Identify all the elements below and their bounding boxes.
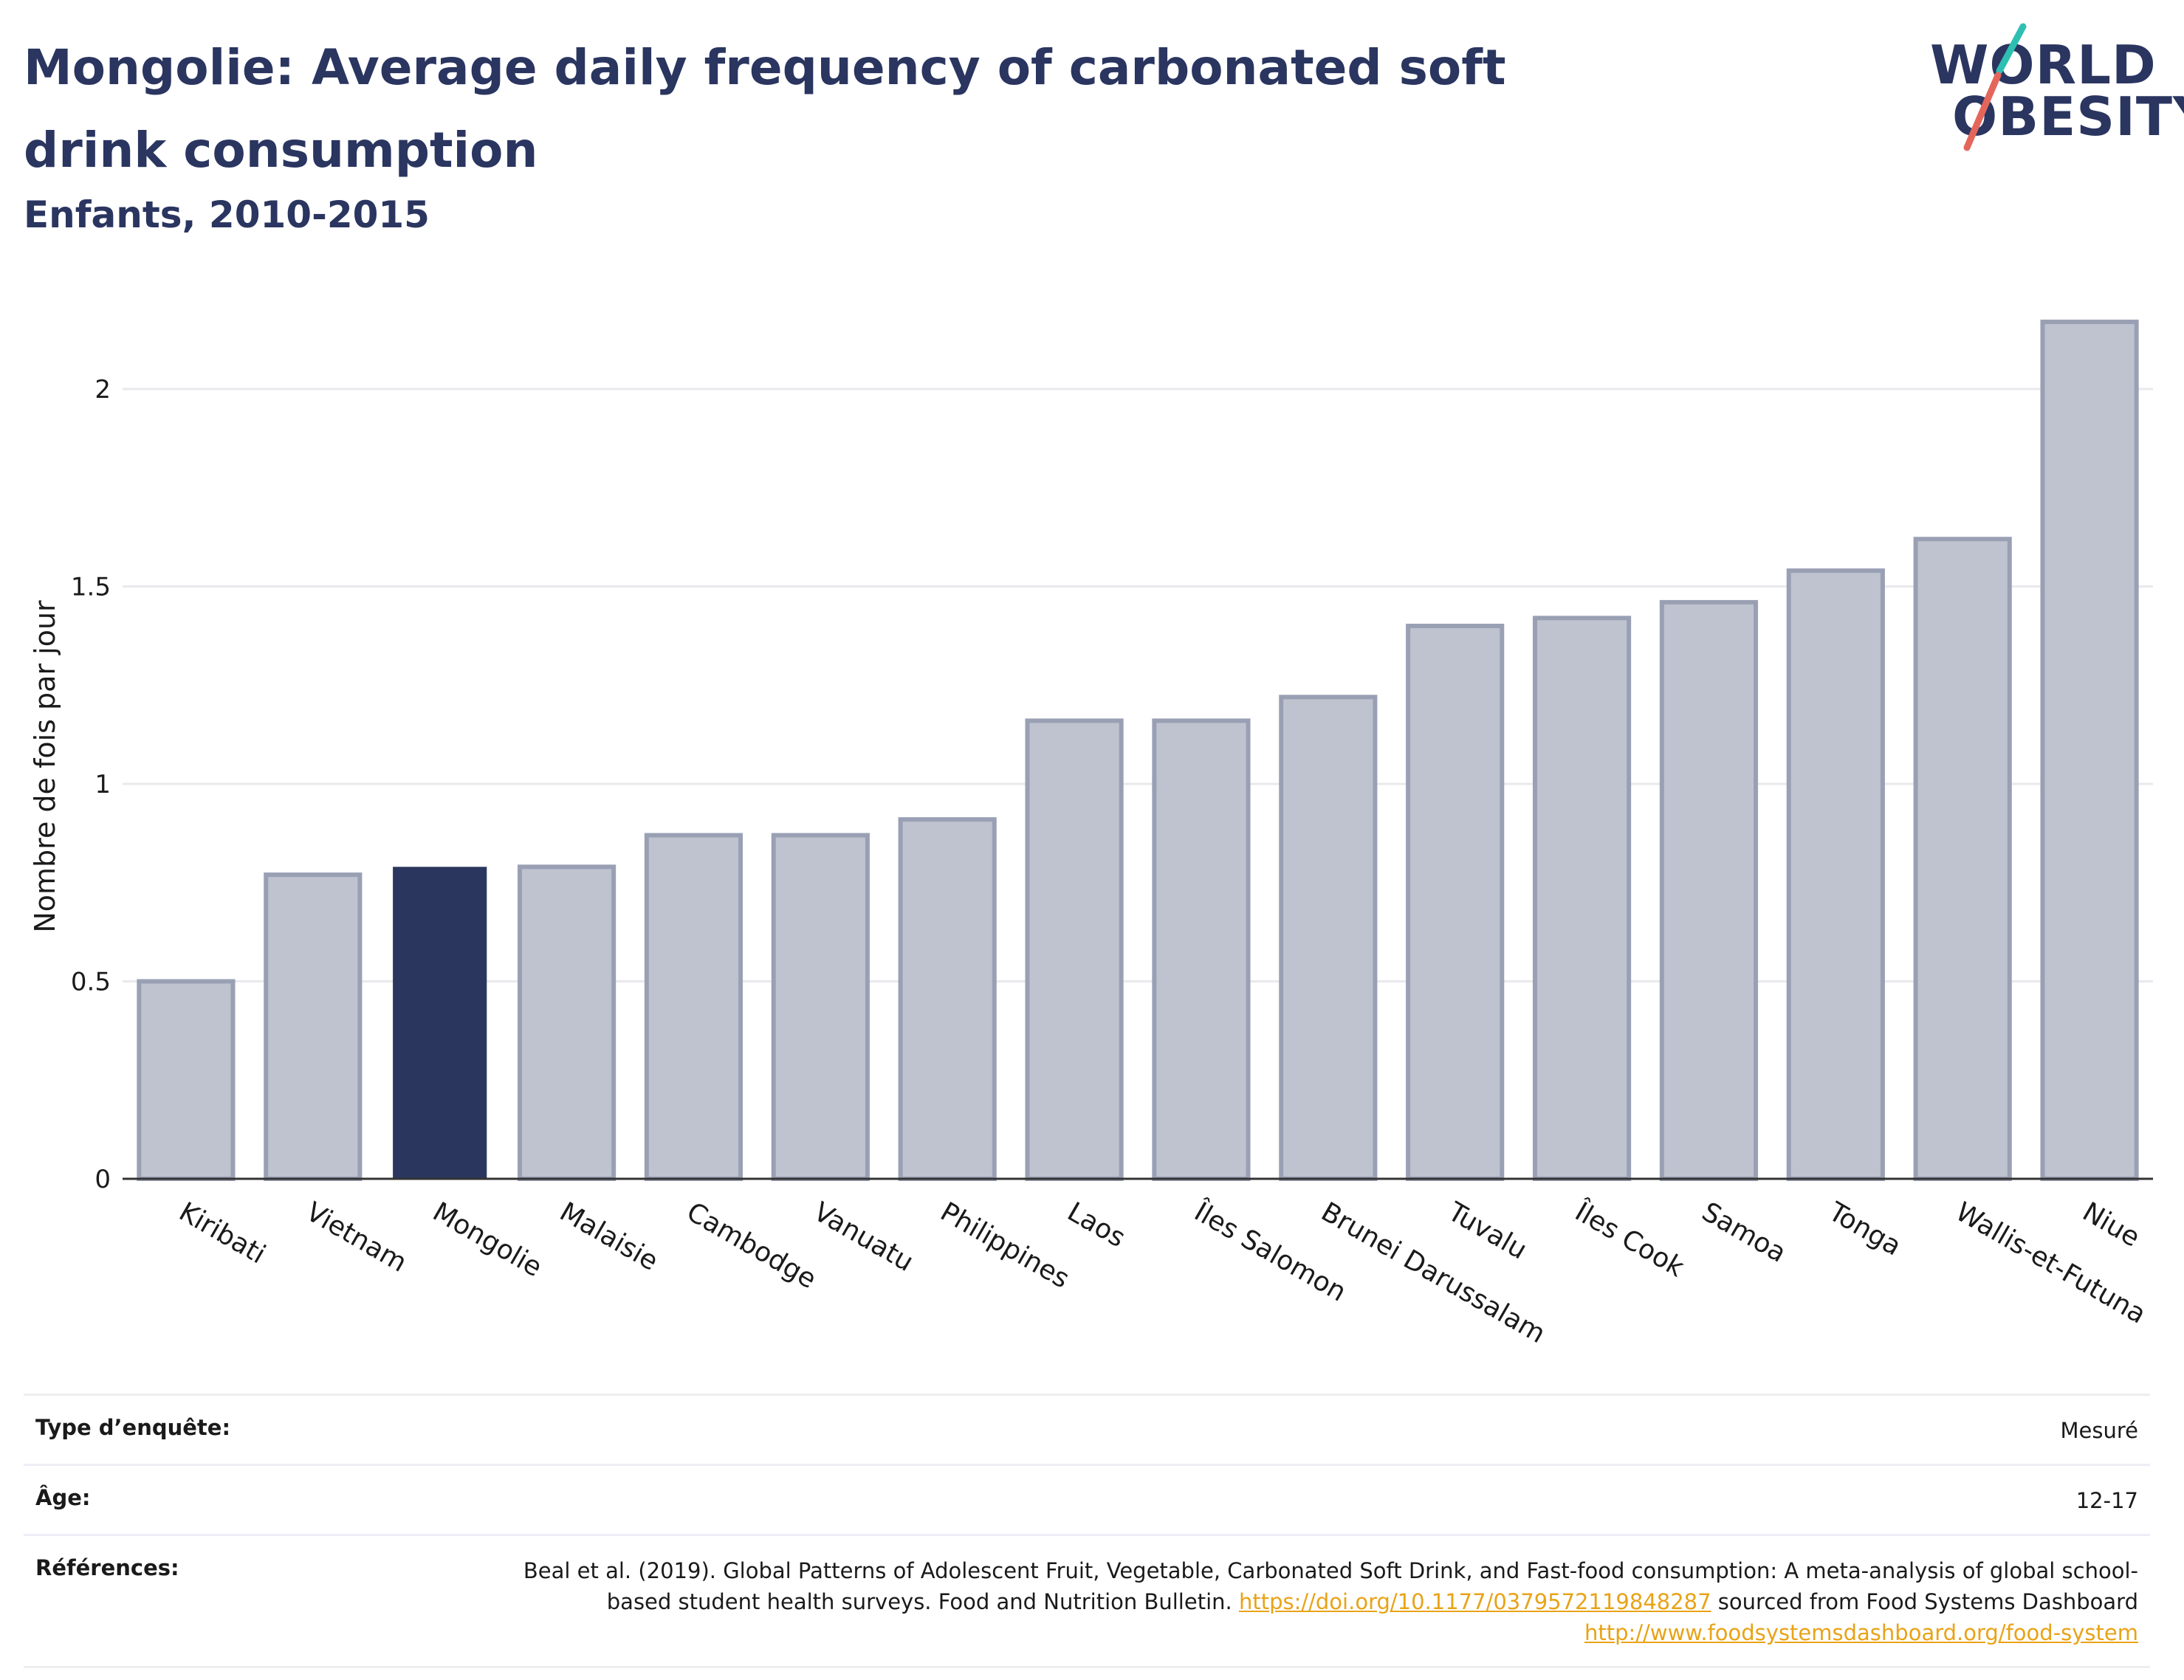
x-tick-label: Vanuatu [808, 1197, 918, 1278]
info-row-survey-type: Type d’enquête: Mesuré [24, 1396, 2150, 1466]
bar-samoa [1659, 599, 1759, 1181]
bar-vanuatu [771, 833, 870, 1182]
reference-source-text: sourced from Food Systems Dashboard [1711, 1589, 2138, 1614]
x-tick-label: Tonga [1823, 1197, 1906, 1262]
info-key-age: Âge: [35, 1485, 91, 1510]
info-value-survey-type: Mesuré [2060, 1418, 2138, 1443]
bar-chart: 0 0.5 1 1.5 2 Kiribati Vietnam Mongolie Malaisi… [29, 320, 2153, 1349]
bar-cambodge [644, 833, 744, 1182]
y-axis-ticks: 0 0.5 1 1.5 2 [71, 375, 111, 1194]
food-systems-dashboard-link[interactable]: http://www.foodsystemsdashboard.org/food… [1584, 1620, 2138, 1645]
bar-laos [1025, 718, 1124, 1181]
chart-title: Mongolie: Average daily frequency of car… [24, 39, 1506, 179]
bar-kiribati [137, 979, 236, 1181]
doi-link[interactable]: https://doi.org/10.1177/0379572119848287 [1238, 1589, 1711, 1614]
reference-text: Beal et al. (2019). Global Patterns of A… [523, 1558, 2138, 1614]
info-row-references: Références: Beal et al. (2019). Global P… [24, 1536, 2150, 1668]
bar-tonga [1786, 568, 1885, 1181]
bar-vietnam [264, 872, 363, 1182]
bar-mongolie [393, 867, 487, 1179]
y-tick-label: 0 [95, 1165, 111, 1194]
info-row-age: Âge: 12-17 [24, 1466, 2150, 1536]
info-value-references: Beal et al. (2019). Global Patterns of A… [514, 1555, 2138, 1648]
bar-wallis-et-futuna [1913, 537, 2012, 1181]
bar-niue [2040, 320, 2139, 1181]
bars [137, 320, 2139, 1182]
x-tick-label: Kiribati [174, 1197, 270, 1270]
x-tick-label: Philippines [935, 1197, 1074, 1294]
bar-philippines [898, 817, 997, 1182]
x-tick-label: Tuvalu [1442, 1197, 1531, 1266]
info-value-age: 12-17 [2075, 1488, 2138, 1513]
y-tick-label: 2 [95, 375, 111, 404]
y-tick-label: 0.5 [71, 968, 111, 997]
bar-brunei-darussalam [1279, 695, 1378, 1181]
bar--les-salomon [1152, 718, 1251, 1181]
x-tick-label: Laos [1062, 1197, 1130, 1253]
y-tick-label: 1 [95, 770, 111, 799]
logo-slash-icon [1963, 23, 2027, 151]
info-key-survey-type: Type d’enquête: [35, 1415, 231, 1440]
bar--les-cook [1532, 616, 1632, 1181]
logo-word-world: WORLD [1930, 34, 2157, 96]
y-tick-label: 1.5 [71, 573, 111, 602]
bar-malaisie [517, 864, 617, 1181]
x-tick-label: Îles Cook [1569, 1196, 1689, 1283]
x-tick-label: Mongolie [427, 1197, 547, 1283]
x-tick-label: Brunei Darussalam [1316, 1197, 1550, 1349]
y-axis-title: Nombre de fois par jour [29, 600, 61, 933]
x-axis-labels: Kiribati Vietnam Mongolie Malaisie CambodgeV… [174, 1196, 2151, 1349]
world-obesity-logo: WORLD OBESITY [1920, 22, 2184, 155]
info-key-references: Références: [35, 1555, 179, 1580]
x-tick-label: Niue [2078, 1197, 2145, 1253]
x-tick-label: Cambodge [681, 1197, 821, 1295]
x-tick-label: Malaisie [554, 1197, 663, 1277]
bar-tuvalu [1406, 624, 1505, 1181]
x-tick-label: Vietnam [301, 1197, 411, 1278]
info-table: Type d’enquête: Mesuré Âge: 12-17 Référe… [24, 1394, 2150, 1668]
x-tick-label: Samoa [1697, 1197, 1791, 1269]
chart-subtitle: Enfants, 2010-2015 [24, 193, 430, 236]
